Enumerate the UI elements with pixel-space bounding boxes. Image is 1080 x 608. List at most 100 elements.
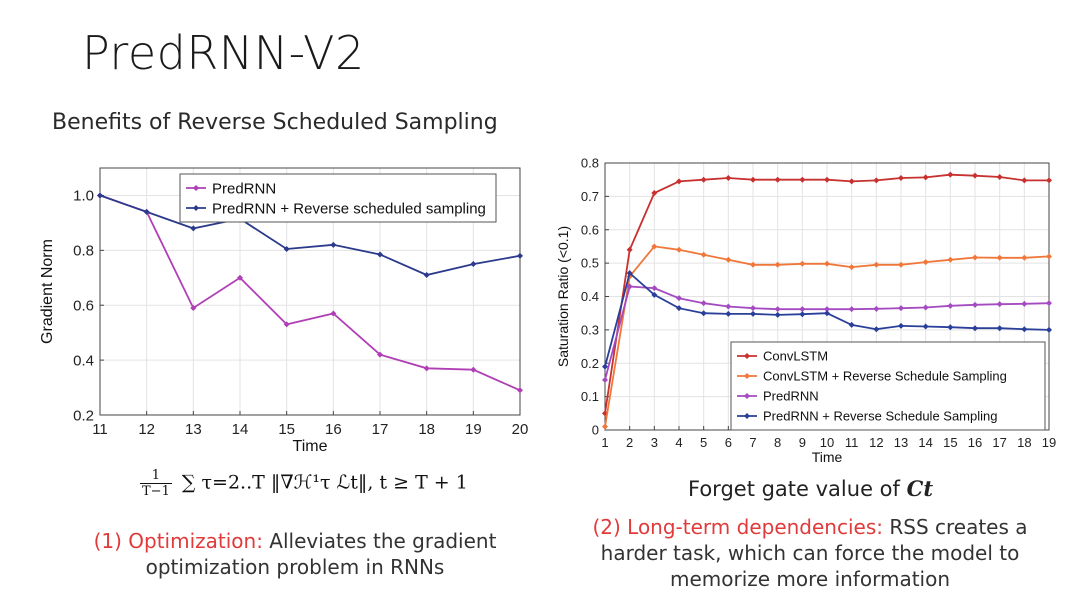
x-tick-label: 1 — [601, 435, 608, 450]
data-point — [947, 324, 954, 331]
long-term-note-text: RSS creates a harder task, which can for… — [600, 515, 1028, 591]
saturation-ratio-chart: 1 2 3 4 5 6 7 8 9 10 11 12 13 14 15 16 17 18 1900.10.20.30… — [555, 156, 1056, 465]
data-point — [700, 176, 707, 183]
data-point — [651, 285, 658, 292]
x-tick-label: 16 — [325, 421, 342, 438]
data-point — [947, 171, 954, 178]
y-axis-label: Gradient Norm — [39, 239, 56, 344]
formula-sum-symbol: ∑ — [181, 471, 196, 494]
formula-numerator: 1 — [140, 468, 172, 484]
x-axis-label: Time — [812, 449, 843, 465]
data-point — [750, 305, 756, 312]
data-point — [972, 325, 978, 332]
data-point — [1046, 300, 1052, 307]
data-point — [898, 175, 904, 182]
legend-label: PredRNN — [763, 389, 819, 404]
x-tick-label: 16 — [968, 435, 982, 450]
data-point — [774, 176, 781, 183]
data-point — [651, 190, 658, 197]
formula-body: τ=2..T ‖∇ℋ¹τ ℒt‖, t ≥ T + 1 — [201, 471, 468, 494]
data-point — [700, 300, 707, 307]
y-tick-label: 0.8 — [73, 243, 94, 260]
data-point — [423, 365, 430, 372]
series-line — [99, 194, 521, 276]
y-axis-label: Saturation Ratio (<0.1) — [555, 226, 571, 367]
data-point — [774, 306, 781, 313]
data-point — [873, 177, 880, 184]
data-point — [972, 301, 978, 308]
data-point — [750, 261, 756, 268]
legend-label: ConvLSTM + Reverse Schedule Sampling — [763, 369, 1007, 384]
data-point — [898, 261, 904, 268]
legend-marker — [193, 185, 199, 191]
data-point — [848, 321, 855, 328]
x-tick-label: 19 — [465, 421, 482, 438]
data-point — [143, 208, 150, 215]
data-point — [676, 305, 682, 312]
data-point — [922, 323, 929, 330]
x-tick-label: 17 — [372, 421, 389, 438]
data-point — [750, 310, 756, 317]
slide-title: PredRNN-V2 — [82, 26, 365, 80]
forget-gate-symbol: Ct — [906, 476, 934, 501]
data-point — [283, 321, 290, 328]
y-tick-label: 0.8 — [581, 156, 599, 171]
data-point — [97, 192, 103, 199]
data-point — [972, 254, 978, 261]
y-tick-label: 0.3 — [581, 322, 599, 337]
data-point — [423, 272, 430, 279]
data-point — [898, 305, 904, 312]
data-point — [873, 305, 880, 312]
data-point — [996, 254, 1003, 261]
data-point — [1021, 177, 1028, 184]
x-tick-label: 18 — [418, 421, 435, 438]
y-tick-label: 0 — [592, 423, 599, 438]
x-tick-label: 12 — [138, 421, 155, 438]
data-point — [725, 175, 732, 182]
data-point — [799, 311, 806, 318]
x-tick-label: 5 — [700, 435, 707, 450]
optimization-note: (1) Optimization: Alleviates the gradien… — [60, 528, 530, 580]
formula-denominator: T−1 — [142, 484, 170, 499]
data-point — [517, 252, 523, 259]
data-point — [799, 306, 806, 313]
x-tick-label: 8 — [774, 435, 781, 450]
data-point — [996, 174, 1003, 181]
x-tick-label: 2 — [626, 435, 633, 450]
x-tick-label: 3 — [651, 435, 658, 450]
x-tick-label: 6 — [725, 435, 732, 450]
optimization-note-heading: (1) Optimization: — [93, 529, 263, 553]
data-point — [470, 261, 477, 268]
x-tick-label: 11 — [92, 421, 108, 438]
data-point — [824, 310, 830, 317]
data-point — [237, 274, 243, 281]
y-tick-label: 1.0 — [73, 188, 94, 205]
x-tick-label: 7 — [749, 435, 756, 450]
data-point — [626, 283, 633, 290]
y-tick-label: 0.4 — [581, 289, 599, 304]
y-tick-label: 0.6 — [73, 297, 94, 314]
gradient-norm-chart: 11 12 13 14 15 16 17 18 19 20 0.2 0.4 0.6 0.8 1.0 Time G… — [39, 167, 529, 455]
y-tick-label: 0.2 — [581, 356, 599, 371]
x-tick-label: 11 — [845, 435, 859, 450]
data-point — [700, 251, 707, 258]
data-point — [774, 311, 781, 318]
data-point — [700, 310, 707, 317]
data-point — [972, 172, 978, 179]
gradient-formula: 1 T−1 ∑ τ=2..T ‖∇ℋ¹τ ℒt‖, t ≥ T + 1 — [140, 468, 468, 499]
legend-marker — [744, 413, 750, 419]
data-point — [190, 225, 197, 232]
data-point — [470, 366, 477, 373]
data-point — [676, 246, 682, 253]
y-tick-label: 0.4 — [73, 352, 94, 369]
data-point — [750, 176, 756, 183]
x-tick-label: 9 — [799, 435, 806, 450]
data-point — [824, 176, 830, 183]
long-term-note-heading: (2) Long-term dependencies: — [592, 515, 883, 539]
data-point — [725, 256, 732, 263]
x-tick-label: 19 — [1042, 435, 1056, 450]
data-point — [283, 245, 290, 252]
legend-marker — [193, 205, 199, 211]
x-tick-label: 20 — [512, 421, 529, 438]
data-point — [651, 243, 658, 250]
